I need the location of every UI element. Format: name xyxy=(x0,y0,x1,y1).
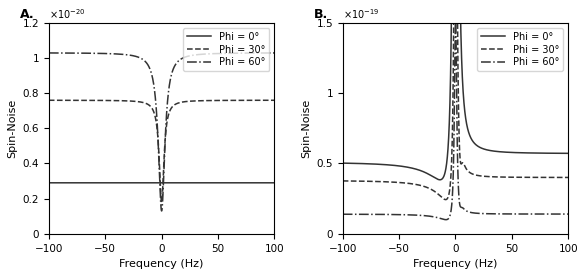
Legend: Phi = 0°, Phi = 30°, Phi = 60°: Phi = 0°, Phi = 30°, Phi = 60° xyxy=(183,28,270,71)
Y-axis label: Spin-Noise: Spin-Noise xyxy=(7,99,17,158)
Text: $\times 10^{-19}$: $\times 10^{-19}$ xyxy=(343,7,379,21)
Y-axis label: Spin-Noise: Spin-Noise xyxy=(301,99,311,158)
X-axis label: Frequency (Hz): Frequency (Hz) xyxy=(413,259,498,269)
X-axis label: Frequency (Hz): Frequency (Hz) xyxy=(119,259,204,269)
Text: B.: B. xyxy=(314,8,328,21)
Text: $\times 10^{-20}$: $\times 10^{-20}$ xyxy=(49,7,85,21)
Legend: Phi = 0°, Phi = 30°, Phi = 60°: Phi = 0°, Phi = 30°, Phi = 60° xyxy=(477,28,563,71)
Text: A.: A. xyxy=(19,8,34,21)
